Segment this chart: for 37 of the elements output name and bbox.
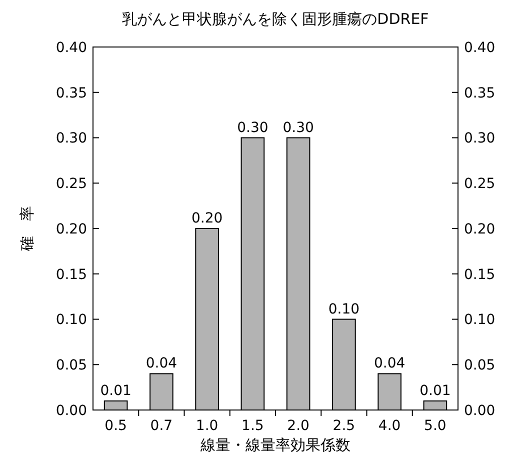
data-label: 0.10: [328, 301, 360, 318]
x-tick-label: 4.0: [378, 418, 401, 434]
y2-tick-label: 0.35: [464, 85, 496, 102]
data-label: 0.04: [374, 356, 406, 372]
x-tick-label: 2.0: [287, 418, 310, 434]
y2-tick-label: 0.15: [464, 266, 496, 283]
y2-tick-label: 0.05: [464, 358, 496, 374]
x-tick-label: 0.7: [150, 418, 173, 434]
chart-title: 乳がんと甲状腺がんを除く固形腫瘍のDDREF: [122, 10, 429, 28]
y-tick-label: 0.35: [56, 85, 87, 102]
y2-tick-label: 0.30: [464, 130, 496, 147]
y-axis-title: 確 率: [18, 206, 36, 252]
y2-tick-label: 0.20: [464, 221, 496, 238]
y-tick-label: 0.25: [56, 176, 87, 192]
x-axis-title: 線量・線量率効果係数: [200, 436, 350, 454]
y2-tick-label: 0.10: [464, 312, 496, 328]
y-tick-label: 0.15: [56, 266, 87, 283]
x-tick-label: 1.5: [242, 418, 264, 434]
x-tick-label: 2.5: [332, 418, 356, 434]
y2-tick-label: 0.00: [464, 402, 496, 419]
data-label: 0.04: [146, 356, 178, 372]
y-tick-label: 0.00: [56, 402, 87, 419]
x-tick-label: 5.0: [424, 418, 446, 434]
data-label: 0.30: [237, 120, 268, 136]
y2-tick-label: 0.40: [464, 40, 496, 56]
y-tick-label: 0.20: [56, 221, 87, 238]
y-tick-label: 0.05: [56, 358, 87, 374]
data-label: 0.20: [191, 210, 223, 226]
y2-tick-label: 0.25: [464, 176, 496, 192]
y-tick-label: 0.10: [56, 312, 87, 328]
y-tick-label: 0.40: [56, 40, 87, 56]
data-label: 0.01: [420, 382, 451, 399]
x-tick-label: 0.5: [104, 418, 127, 434]
x-tick-label: 1.0: [196, 418, 218, 434]
y-tick-label: 0.30: [56, 130, 87, 147]
data-label: 0.30: [282, 120, 314, 136]
data-label: 0.01: [100, 382, 132, 399]
